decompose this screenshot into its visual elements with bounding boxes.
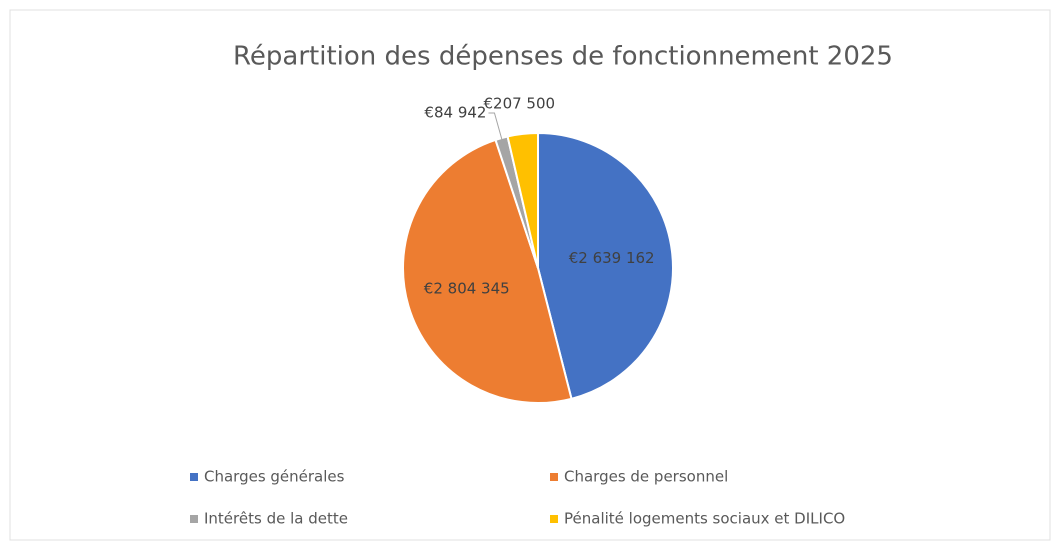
chart-title: Répartition des dépenses de fonctionneme… bbox=[233, 42, 893, 72]
legend-label: Charges générales bbox=[204, 468, 345, 486]
data-label: €84 942 bbox=[424, 103, 486, 121]
data-label: €207 500 bbox=[483, 95, 555, 113]
pie-slice bbox=[402, 138, 573, 404]
legend-swatch bbox=[550, 473, 558, 481]
pie-slice bbox=[506, 131, 539, 269]
data-label: €2 804 345 bbox=[424, 279, 510, 297]
legend-swatch bbox=[190, 473, 198, 481]
legend-label: Intérêts de la dette bbox=[204, 510, 348, 528]
legend-label: Pénalité logements sociaux et DILICO bbox=[564, 510, 845, 528]
legend-swatch bbox=[550, 515, 558, 523]
legend-swatch bbox=[190, 515, 198, 523]
data-label: €2 639 162 bbox=[569, 249, 655, 267]
pie-slice bbox=[537, 131, 674, 401]
legend-label: Charges de personnel bbox=[564, 468, 728, 486]
leader-line bbox=[488, 112, 503, 141]
